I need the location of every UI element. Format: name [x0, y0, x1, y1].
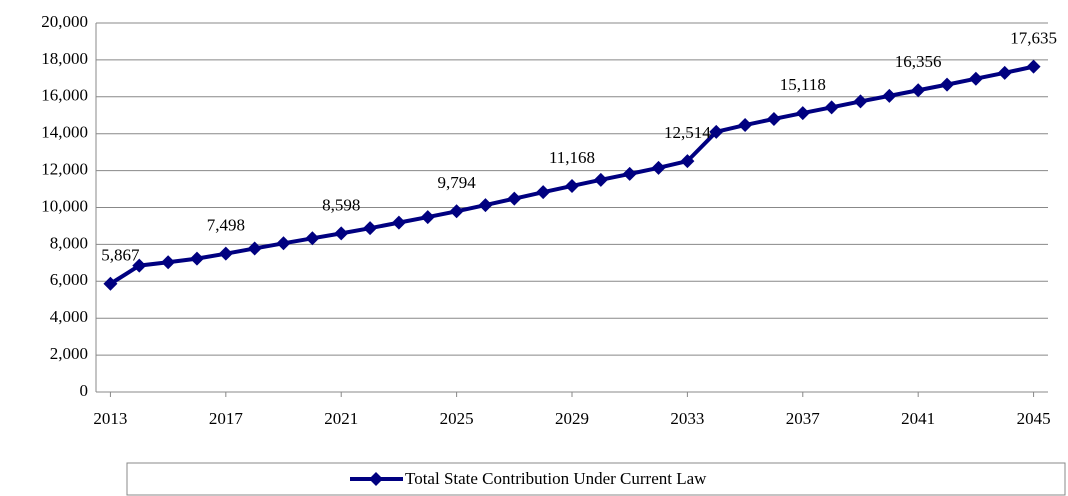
y-tick-label: 16,000: [41, 86, 88, 105]
data-label: 15,118: [780, 75, 826, 94]
x-tick-label: 2037: [786, 409, 821, 428]
point-marker: [680, 154, 695, 169]
x-tick-label: 2021: [324, 409, 358, 428]
y-tick-label: 4,000: [50, 307, 88, 326]
point-marker: [276, 236, 291, 251]
point-marker: [334, 226, 349, 241]
legend-box: [126, 462, 1066, 496]
point-marker: [218, 246, 233, 261]
point-marker: [247, 241, 262, 256]
point-marker: [103, 276, 118, 291]
data-label: 8,598: [322, 195, 360, 214]
data-label: 12,514: [664, 123, 711, 142]
point-marker: [420, 210, 435, 225]
point-marker: [593, 172, 608, 187]
x-tick-label: 2041: [901, 409, 935, 428]
point-marker: [968, 71, 983, 86]
point-marker: [997, 65, 1012, 80]
point-marker: [622, 166, 637, 181]
point-marker: [853, 94, 868, 109]
point-marker: [1026, 59, 1041, 74]
point-marker: [305, 231, 320, 246]
y-tick-label: 18,000: [41, 49, 88, 68]
point-marker: [449, 204, 464, 219]
x-tick-label: 2013: [93, 409, 127, 428]
y-tick-label: 20,000: [41, 12, 88, 31]
y-tick-label: 12,000: [41, 160, 88, 179]
y-tick-label: 10,000: [41, 196, 88, 215]
y-tick-label: 0: [80, 381, 89, 400]
data-label: 5,867: [101, 246, 140, 265]
x-tick-label: 2017: [209, 409, 244, 428]
point-marker: [766, 111, 781, 126]
data-label: 11,168: [549, 148, 595, 167]
point-marker: [565, 178, 579, 193]
point-marker: [940, 77, 955, 92]
point-marker: [161, 255, 176, 270]
y-tick-label: 2,000: [50, 344, 88, 363]
x-tick-label: 2029: [555, 409, 589, 428]
data-label: 16,356: [895, 52, 942, 71]
point-marker: [738, 118, 753, 133]
legend-marker: [369, 472, 383, 486]
point-marker: [189, 251, 204, 266]
y-tick-label: 14,000: [41, 123, 88, 142]
point-marker: [507, 191, 522, 206]
x-tick-label: 2025: [440, 409, 474, 428]
point-marker: [132, 258, 147, 273]
point-marker: [882, 88, 897, 103]
point-marker: [911, 83, 926, 98]
point-marker: [536, 185, 551, 200]
x-tick-label: 2033: [670, 409, 704, 428]
point-marker: [709, 124, 724, 139]
series-line: [109, 64, 1034, 286]
point-marker: [363, 221, 378, 236]
legend-label: Total State Contribution Under Current L…: [405, 469, 707, 488]
x-tick-label: 2045: [1017, 409, 1051, 428]
point-marker: [795, 106, 810, 121]
data-label: 7,498: [207, 216, 245, 235]
point-marker: [391, 215, 406, 230]
data-label: 9,794: [437, 173, 476, 192]
data-label: 17,635: [1010, 29, 1057, 48]
y-tick-label: 6,000: [50, 270, 88, 289]
point-marker: [824, 100, 839, 115]
point-marker: [478, 198, 493, 213]
point-marker: [651, 160, 666, 175]
y-tick-label: 8,000: [50, 233, 88, 252]
